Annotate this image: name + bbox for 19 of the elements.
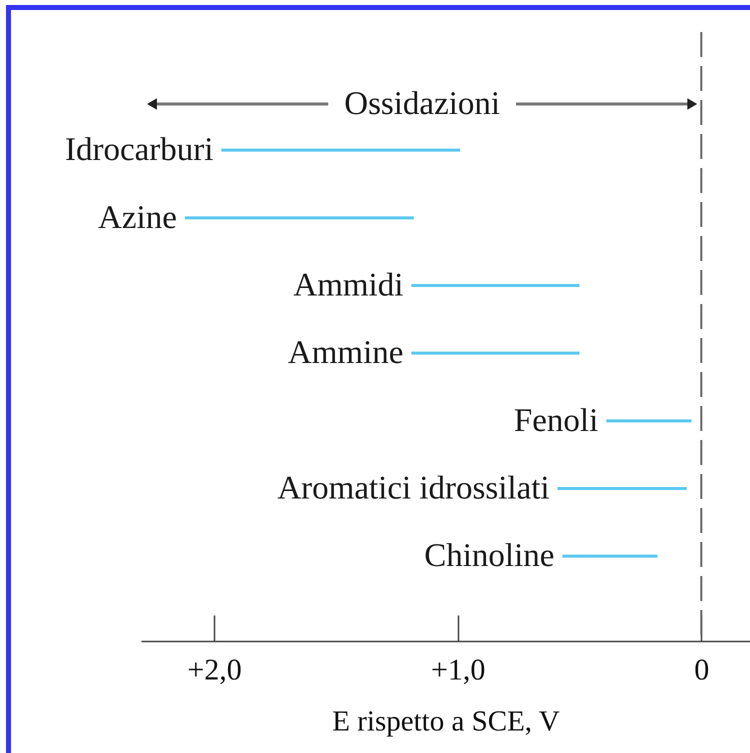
y-tick-label: Aromatici idrossilati bbox=[277, 470, 550, 506]
x-tick-label: +2,0 bbox=[187, 654, 242, 686]
y-tick-label: Fenoli bbox=[514, 402, 598, 439]
x-axis-title: E rispetto a SCE, V bbox=[332, 706, 560, 738]
y-tick-label: Azine bbox=[98, 200, 177, 236]
bar bbox=[606, 419, 692, 422]
y-tick-label: Chinoline bbox=[424, 538, 554, 574]
bar bbox=[411, 284, 580, 287]
bar bbox=[411, 352, 580, 355]
bar bbox=[184, 216, 414, 220]
annotation: Ossidazioni bbox=[344, 86, 500, 122]
y-tick-label: Ammidi bbox=[293, 267, 404, 304]
bar bbox=[558, 486, 687, 490]
bar bbox=[221, 148, 460, 152]
y-tick-label: Ammine bbox=[288, 335, 404, 372]
y-tick-label: Idrocarburi bbox=[64, 132, 214, 168]
x-tick-label: +1,0 bbox=[430, 654, 486, 686]
x-tick-label: 0 bbox=[694, 654, 710, 686]
bar bbox=[562, 554, 658, 558]
